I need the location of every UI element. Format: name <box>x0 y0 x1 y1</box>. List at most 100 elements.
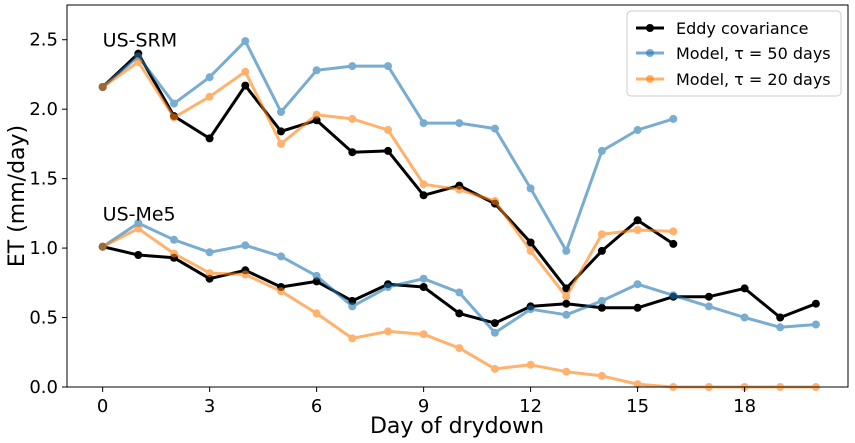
point-us-me5-tau20-day-0 <box>98 242 107 251</box>
x-axis-label: Day of drydown <box>370 414 544 439</box>
point-us-srm-tau20-day-13 <box>562 292 571 301</box>
series-line-us-srm-eddy <box>101 52 675 290</box>
point-us-srm-eddy-day-6 <box>312 116 321 125</box>
point-us-srm-tau50-day-16 <box>669 114 678 123</box>
point-us-srm-tau50-day-14 <box>597 146 606 155</box>
point-us-srm-tau20-day-3 <box>205 92 214 101</box>
legend-label-eddy-covariance: Eddy covariance <box>676 19 808 38</box>
point-us-srm-tau50-day-15 <box>633 126 642 134</box>
point-us-me5-tau20-day-10 <box>455 344 464 353</box>
point-us-srm-tau20-day-16 <box>669 227 678 236</box>
point-us-me5-tau50-day-8 <box>384 283 392 291</box>
point-us-srm-tau20-day-8 <box>384 126 392 134</box>
point-us-srm-tau50-day-2 <box>170 99 178 108</box>
series-line-us-srm-tau50 <box>101 39 674 253</box>
x-tick-label-0: 0 <box>97 396 108 417</box>
point-us-srm-tau20-day-15 <box>633 226 642 234</box>
point-us-srm-tau50-day-4 <box>241 37 250 46</box>
point-us-me5-eddy-day-19 <box>776 313 785 322</box>
point-us-srm-tau50-day-6 <box>312 66 321 75</box>
y-tick-label-1: 0.5 <box>29 308 58 329</box>
point-us-me5-tau50-day-3 <box>205 248 214 257</box>
point-us-me5-tau50-day-12 <box>526 305 535 314</box>
legend-box <box>626 10 842 97</box>
point-us-me5-eddy-day-10 <box>455 309 464 318</box>
x-tick-label-18: 18 <box>733 396 756 417</box>
y-tick-label-0: 0.0 <box>29 377 58 398</box>
point-us-me5-tau20-day-2 <box>170 249 178 258</box>
point-us-me5-tau50-day-17 <box>704 302 713 311</box>
point-us-me5-eddy-day-13 <box>562 299 571 308</box>
point-us-me5-tau50-day-4 <box>241 241 250 250</box>
x-tick-label-12: 12 <box>519 396 542 417</box>
ticks-layer: 0 3 6 9 12 15 18 0.0 0.5 1.0 1.5 2.0 2.5 <box>29 30 756 417</box>
point-us-srm-tau50-day-1 <box>134 52 143 61</box>
point-us-srm-tau20-day-9 <box>419 180 428 189</box>
annotation-us-srm: US-SRM <box>103 30 177 52</box>
point-us-srm-eddy-day-7 <box>348 148 357 157</box>
point-us-srm-tau20-day-6 <box>312 110 321 119</box>
series-us-me5-tau50 <box>98 219 820 337</box>
point-us-srm-eddy-day-3 <box>205 134 214 143</box>
point-us-me5-tau50-day-13 <box>562 310 571 319</box>
point-us-me5-eddy-day-14 <box>597 303 606 312</box>
point-us-srm-eddy-day-16 <box>669 239 678 248</box>
point-us-srm-tau20-day-5 <box>277 139 285 148</box>
point-us-me5-eddy-day-15 <box>633 303 642 312</box>
x-tick-label-3: 3 <box>204 396 215 417</box>
point-us-me5-tau20-day-9 <box>419 330 428 339</box>
legend-entry-eddy-covariance: Eddy covariance <box>636 19 808 38</box>
point-us-srm-tau20-day-0 <box>98 83 107 91</box>
y-tick-label-5: 2.5 <box>29 30 58 51</box>
point-us-me5-tau50-day-11 <box>490 328 499 337</box>
point-us-me5-tau50-day-7 <box>348 302 357 311</box>
point-us-srm-eddy-day-14 <box>597 246 606 255</box>
point-us-srm-tau20-day-11 <box>490 196 499 205</box>
legend-label-model-tau-50: Model, τ = 50 days <box>676 44 831 63</box>
point-us-me5-tau50-day-2 <box>170 235 178 244</box>
annotation-us-me5: US-Me5 <box>103 203 176 225</box>
point-us-me5-tau50-day-20 <box>811 320 820 329</box>
point-us-srm-tau50-day-3 <box>205 73 214 82</box>
plot-frame <box>66 4 849 388</box>
point-us-srm-tau20-day-12 <box>526 246 535 255</box>
point-us-me5-tau20-day-6 <box>312 309 321 318</box>
point-us-srm-tau50-day-8 <box>384 62 392 71</box>
point-us-me5-tau20-day-4 <box>241 270 250 279</box>
point-us-me5-tau20-day-15 <box>633 380 642 389</box>
point-us-me5-eddy-day-9 <box>419 283 428 291</box>
point-us-srm-tau50-day-10 <box>455 119 464 128</box>
x-tick-label-6: 6 <box>311 396 322 417</box>
series-us-srm-tau50 <box>98 37 678 255</box>
point-us-me5-tau50-day-10 <box>455 288 464 297</box>
point-us-me5-tau50-day-9 <box>419 274 428 283</box>
point-us-me5-eddy-day-20 <box>811 299 820 308</box>
legend-entry-model-tau-50: Model, τ = 50 days <box>636 44 831 63</box>
point-us-srm-tau50-day-12 <box>526 184 535 193</box>
y-tick-label-4: 2.0 <box>29 99 58 120</box>
point-us-me5-tau50-day-16 <box>669 291 678 300</box>
point-us-me5-tau50-day-1 <box>134 219 143 228</box>
y-tick-label-2: 1.0 <box>29 238 58 259</box>
point-us-me5-tau20-day-14 <box>597 371 606 380</box>
point-us-srm-eddy-day-12 <box>526 238 535 247</box>
point-us-me5-tau20-day-8 <box>384 327 392 336</box>
point-us-me5-tau20-day-11 <box>490 364 499 373</box>
point-us-me5-tau20-day-12 <box>526 360 535 369</box>
point-us-srm-eddy-day-5 <box>277 127 285 136</box>
y-tick-label-3: 1.5 <box>29 169 58 190</box>
point-us-me5-tau50-day-18 <box>740 313 749 322</box>
point-us-me5-eddy-day-18 <box>740 284 749 293</box>
point-us-me5-tau50-day-14 <box>597 296 606 305</box>
point-us-srm-tau20-day-2 <box>170 113 178 122</box>
point-us-me5-eddy-day-11 <box>490 319 499 328</box>
point-us-me5-eddy-day-3 <box>205 274 214 283</box>
x-tick-label-15: 15 <box>626 396 649 417</box>
point-us-me5-eddy-day-1 <box>134 251 143 259</box>
point-us-me5-tau20-day-3 <box>205 269 214 278</box>
point-us-srm-eddy-day-8 <box>384 146 392 155</box>
point-us-srm-tau20-day-7 <box>348 114 357 123</box>
series-us-me5-eddy <box>98 242 820 328</box>
point-us-srm-tau20-day-1 <box>134 58 143 66</box>
